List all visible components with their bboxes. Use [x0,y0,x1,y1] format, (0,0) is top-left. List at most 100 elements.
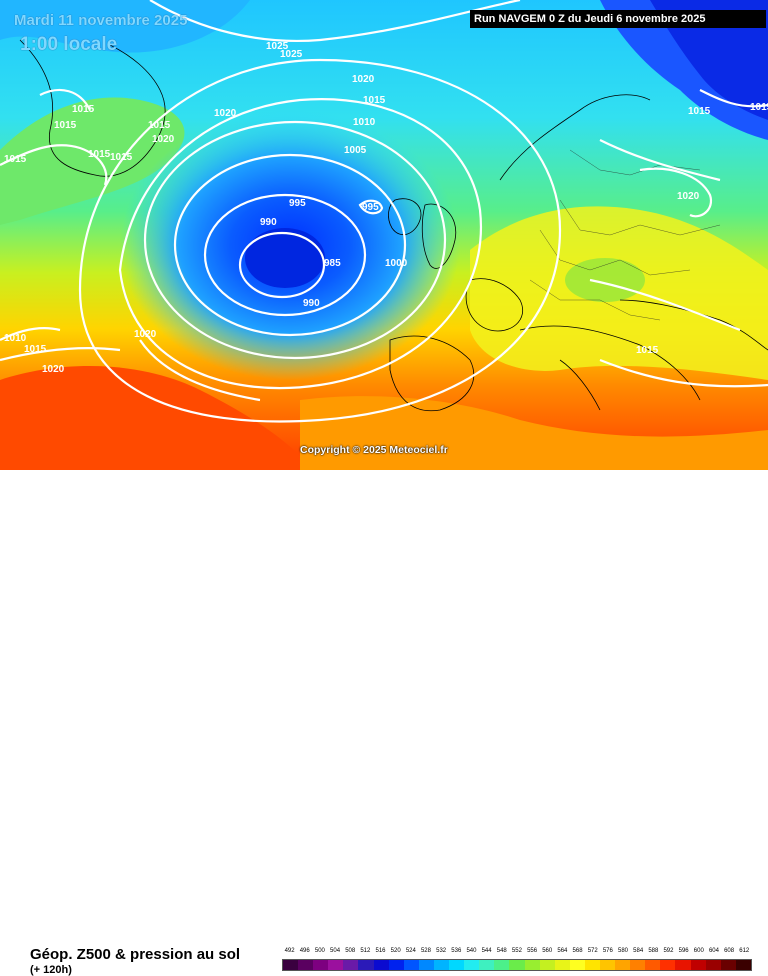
scale-cell [298,960,314,970]
scale-cell [403,960,419,970]
isobar-label: 1015 [688,106,711,117]
scale-label: 544 [481,948,492,954]
isobar-label: 1010 [353,117,376,128]
forecast-local-time: 1:00 locale [20,34,118,55]
isobar-label: 995 [289,198,306,209]
isobar-label: 990 [260,217,277,228]
map-title: Géop. Z500 & pression au sol [30,946,241,963]
scale-label: 608 [724,948,735,954]
scale-label: 516 [375,948,386,954]
scale-cell [479,960,495,970]
scale-label: 588 [648,948,659,954]
southwest-warm-area [0,366,310,470]
scale-cell [388,960,404,970]
scale-label: 560 [542,948,553,954]
isobar-label: 1015 [148,120,171,131]
color-scale-labels: 492 496 500 504 508 512 516 520 524 528 532 536 540 5… [282,948,752,958]
scale-cell [554,960,570,970]
scale-label: 556 [527,948,538,954]
scale-cell [418,960,434,970]
south-warm-band [300,396,768,470]
scale-cell [539,960,555,970]
scale-label: 524 [405,948,416,954]
scale-cell [735,960,751,970]
isobar-label: 1025 [266,41,289,52]
scale-label: 612 [739,948,750,954]
isobar-labels: 1025 1025 1020 1015 1010 1005 1015 1015 … [4,41,768,375]
footer: Géop. Z500 & pression au sol (+ 120h) 49… [0,470,768,976]
model-run-label: Run NAVGEM 0 Z du Jeudi 6 novembre 2025 [470,10,766,28]
isobar-label: 995 [362,202,379,213]
cold-pool-core [650,0,768,120]
scale-label: 548 [496,948,507,954]
isobar-label: 1020 [677,191,700,202]
scale-label: 496 [299,948,310,954]
scale-cell [675,960,691,970]
color-scale-legend: 492 496 500 504 508 512 516 520 524 528 532 536 540 5… [282,948,752,976]
color-scale-cells [282,959,752,971]
isobar-label: 1025 [280,49,303,60]
scale-cell [660,960,676,970]
isobar-label: 1020 [152,134,175,145]
weather-map: 1025 1025 1020 1015 1010 1005 1015 1015 … [0,0,768,470]
isobar-label: 1015 [110,152,133,163]
scale-cell [705,960,721,970]
isobar-label: 1015 [363,95,386,106]
scale-cell [509,960,525,970]
isobar-label: 1015 [636,345,659,356]
scale-label: 572 [587,948,598,954]
scale-label: 504 [330,948,341,954]
scale-cell [615,960,631,970]
scale-cell [464,960,480,970]
scale-label: 540 [466,948,477,954]
scale-label: 508 [345,948,356,954]
scale-cell [690,960,706,970]
coastlines [19,39,768,412]
scale-cell [494,960,510,970]
isobar-label: 990 [303,298,320,309]
isobar-label: 1000 [385,258,408,269]
scale-cell [358,960,374,970]
scale-cell [584,960,600,970]
greenland-ridge [0,97,185,225]
scale-cell [433,960,450,970]
isobar-label: 1015 [750,102,768,113]
scale-label: 568 [572,948,583,954]
scale-label: 532 [436,948,447,954]
cold-pool-northwest [0,0,250,53]
central-europe-trough [565,258,645,302]
scale-label: 604 [708,948,719,954]
isobar-label: 1020 [214,108,237,119]
scale-label: 512 [360,948,371,954]
scale-cell [449,960,465,970]
scale-cell [645,960,661,970]
isobar-label: 985 [324,258,341,269]
scale-cell [720,960,736,970]
scale-label: 580 [618,948,629,954]
scale-cell [599,960,616,970]
isobar-label: 1015 [72,104,95,115]
scale-cell [373,960,389,970]
scale-cell [283,960,299,970]
isobar-label: 1020 [42,364,65,375]
scale-cell [328,960,344,970]
scale-label: 576 [602,948,613,954]
forecast-date: Mardi 11 novembre 2025 [14,12,188,29]
scale-label: 592 [663,948,674,954]
scale-label: 520 [390,948,401,954]
scale-label: 492 [284,948,295,954]
scale-cell [524,960,540,970]
isobar-label: 1015 [4,154,27,165]
isobar-label: 1010 [4,333,27,344]
scale-cell [569,960,585,970]
isobar-label: 1020 [352,74,375,85]
scale-label: 564 [557,948,568,954]
isobar-label: 1020 [134,329,157,340]
scale-cell [630,960,646,970]
scale-label: 528 [420,948,431,954]
isobar-label: 1005 [344,145,367,156]
scale-label: 600 [693,948,704,954]
isobar-lines [0,0,768,423]
isobar-label: 1015 [54,120,77,131]
scale-label: 596 [678,948,689,954]
